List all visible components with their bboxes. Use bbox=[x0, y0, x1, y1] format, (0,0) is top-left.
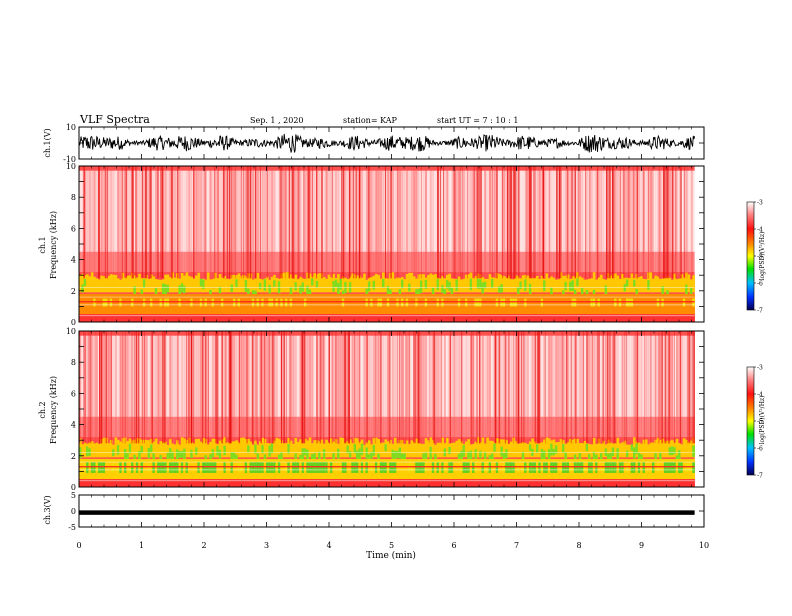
colorbar-tick-label: -6 bbox=[757, 281, 763, 288]
spectrogram-cells bbox=[79, 166, 695, 322]
colorbar-tick-label: -4 bbox=[757, 392, 763, 399]
x-tick-label: 2 bbox=[201, 541, 206, 550]
date-label: Sep. 1 , 2020 bbox=[250, 116, 304, 125]
x-axis-label: Time (min) bbox=[366, 550, 416, 561]
ch1-colorbar: -3 -4 -5 -6 -7 bbox=[746, 200, 763, 315]
x-tick-label: 4 bbox=[326, 541, 331, 550]
y-tick-label: 4 bbox=[71, 256, 76, 265]
x-tick-label: 8 bbox=[576, 541, 581, 550]
y-tick-label: 0 bbox=[71, 483, 76, 492]
ch1-spec-channel-label: ch.1 bbox=[38, 236, 47, 253]
ch1-spectrogram-panel: 0 2 4 6 8 10 bbox=[66, 162, 705, 327]
colorbar-tick-label: -6 bbox=[757, 446, 763, 453]
ch1-waveform-trace bbox=[78, 133, 696, 153]
station-label: station= KAP bbox=[343, 116, 398, 125]
y-tick-label: 4 bbox=[71, 421, 76, 430]
x-tick-label: 0 bbox=[76, 541, 81, 550]
colorbar-gradient bbox=[746, 366, 755, 476]
colorbar-tick-label: -7 bbox=[757, 308, 763, 315]
y-tick-label: 8 bbox=[71, 193, 76, 202]
ch2-spectrogram-panel: 0 2 4 6 8 10 bbox=[66, 327, 705, 492]
y-tick-label: 10 bbox=[66, 327, 76, 336]
y-tick-label: 10 bbox=[66, 162, 76, 171]
figure-title: VLF Spectra bbox=[79, 113, 150, 126]
ch3-waveform-trace bbox=[79, 510, 695, 515]
y-tick-label: 10 bbox=[66, 123, 76, 132]
ch2-colorbar-label: log(PSD)(V²/Hz) bbox=[759, 396, 766, 445]
y-tick-label: 0 bbox=[71, 318, 76, 327]
ch2-spec-ylabel: Frequency (kHz) bbox=[49, 376, 58, 444]
y-tick-label: 2 bbox=[71, 287, 76, 296]
spectrogram-cells bbox=[78, 331, 695, 487]
y-tick-label: 5 bbox=[71, 491, 76, 500]
x-tick-label: 6 bbox=[451, 541, 456, 550]
ch2-colorbar: -3 -4 -5 -6 -7 bbox=[746, 365, 763, 480]
x-tick-label: 7 bbox=[514, 541, 519, 550]
ch2-spec-channel-label: ch.2 bbox=[38, 401, 47, 418]
y-tick-label: 8 bbox=[71, 358, 76, 367]
x-tick-label: 1 bbox=[139, 541, 144, 550]
ch3-ylabel: ch.3(V) bbox=[43, 495, 52, 524]
ch1-spec-ylabel: Frequency (kHz) bbox=[49, 211, 58, 279]
x-tick-label: 9 bbox=[639, 541, 644, 550]
y-tick-label: -10 bbox=[63, 155, 76, 164]
colorbar-tick-label: -3 bbox=[757, 365, 763, 372]
x-tick-label: 3 bbox=[264, 541, 269, 550]
y-tick-label: -5 bbox=[68, 523, 76, 532]
ch3-waveform-panel: 50-50 1 2 3 4 5 6 7 8 9 10 bbox=[68, 491, 709, 550]
y-tick-label: 2 bbox=[71, 452, 76, 461]
ch1-colorbar-label: log(PSD)(V²/Hz) bbox=[759, 232, 766, 281]
ch1-waveform-panel: 10 -10 bbox=[63, 123, 705, 164]
y-tick-label: 6 bbox=[71, 389, 76, 398]
colorbar-tick-label: -4 bbox=[757, 227, 763, 234]
x-tick-label: 10 bbox=[699, 541, 709, 550]
x-tick-label: 5 bbox=[389, 541, 394, 550]
y-tick-label: 6 bbox=[71, 224, 76, 233]
colorbar-gradient bbox=[746, 201, 755, 311]
colorbar-tick-label: -3 bbox=[757, 200, 763, 207]
start-time-label: start UT = 7 : 10 : 1 bbox=[437, 116, 518, 125]
colorbar-tick-label: -5 bbox=[757, 254, 763, 261]
colorbar-tick-label: -5 bbox=[757, 419, 763, 426]
y-tick-label: 0 bbox=[71, 507, 76, 516]
colorbar-tick-label: -7 bbox=[757, 473, 763, 480]
ch1-ylabel: ch.1(V) bbox=[43, 128, 52, 157]
